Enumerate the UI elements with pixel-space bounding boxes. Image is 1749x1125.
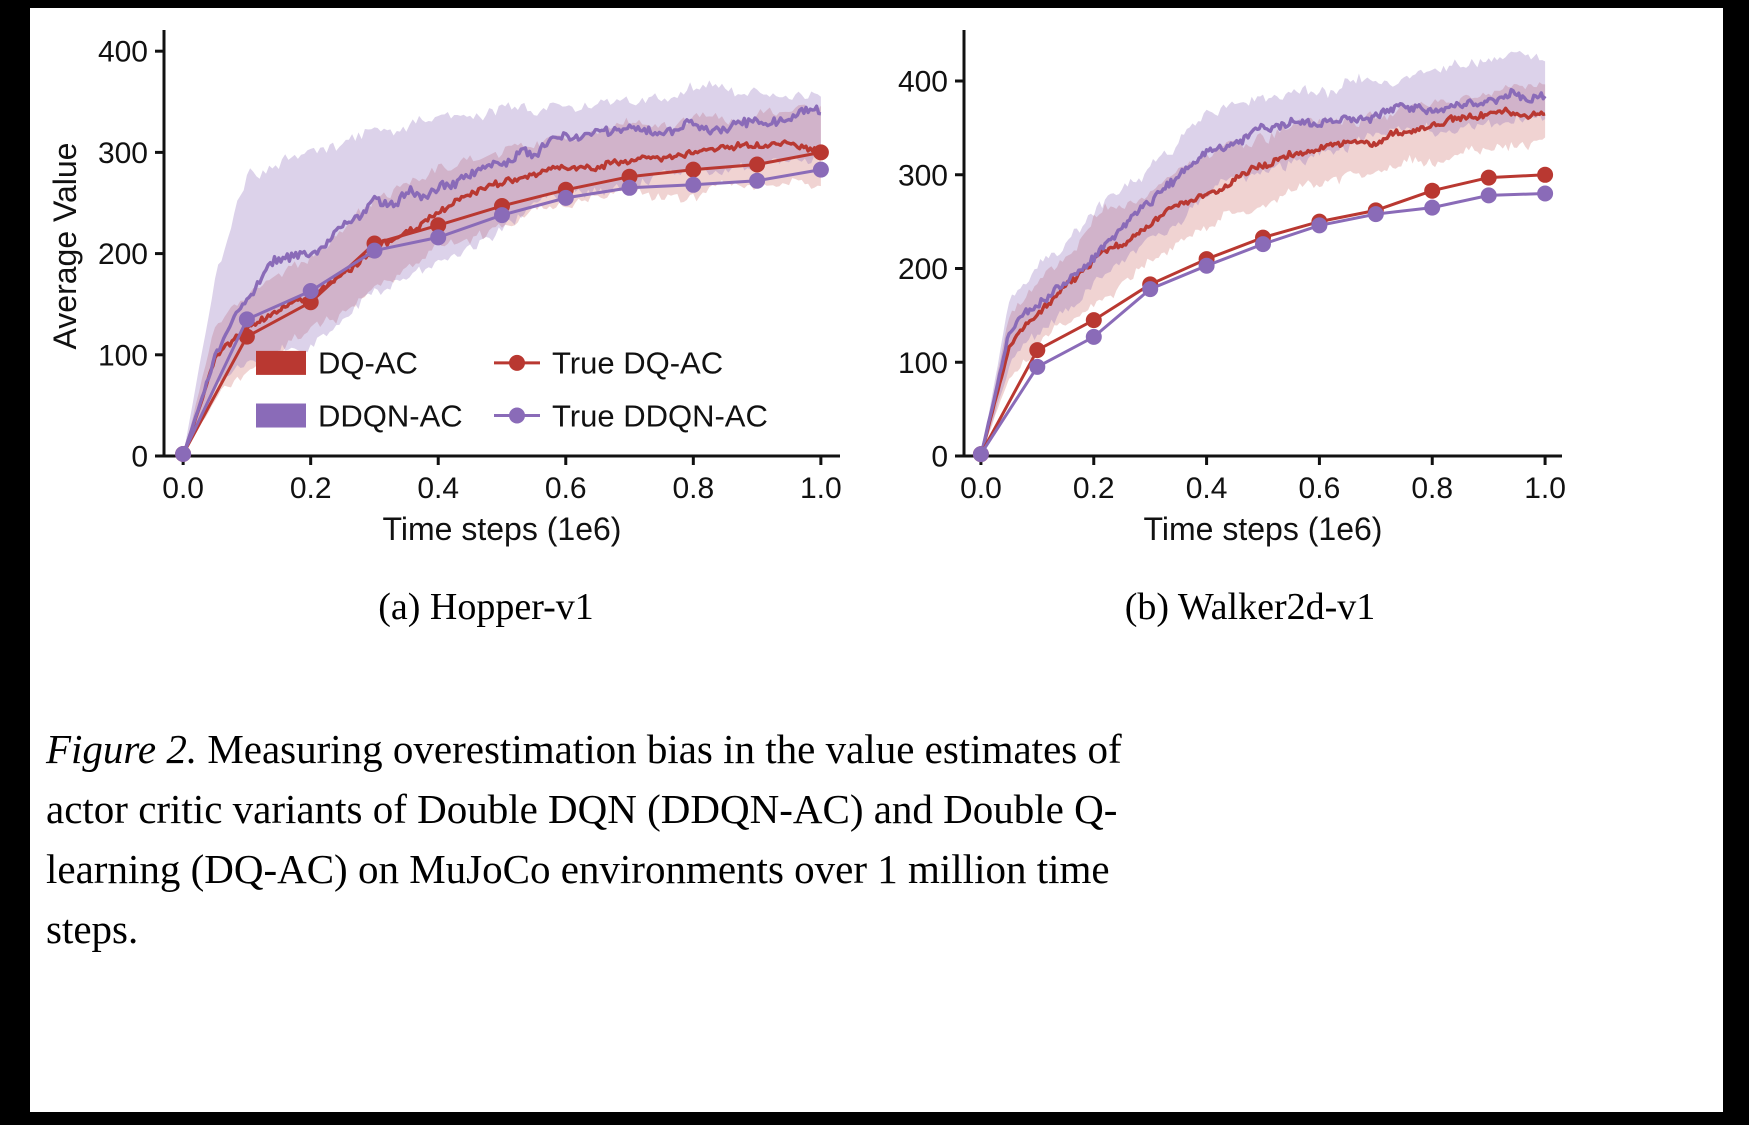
svg-text:DDQN-AC: DDQN-AC: [318, 398, 463, 433]
figure-caption: Figure 2. Measuring overestimation bias …: [46, 719, 1693, 959]
svg-text:Time steps (1e6): Time steps (1e6): [383, 511, 622, 547]
figure-caption-line2: actor critic variants of Double DQN (DDQ…: [46, 786, 1118, 832]
svg-text:1.0: 1.0: [800, 472, 842, 505]
svg-text:0.0: 0.0: [960, 472, 1002, 505]
hopper-subcaption: (a) Hopper-v1: [378, 586, 594, 628]
svg-text:400: 400: [898, 66, 948, 99]
svg-text:400: 400: [98, 36, 148, 69]
chart-figure-walker: 0 100 200 300 400 0.0 0.2 0.4 0.6 0.8 1.0 Time step…: [880, 18, 1580, 629]
figure-caption-label: Figure 2.: [46, 726, 198, 772]
svg-text:1.0: 1.0: [1524, 472, 1566, 505]
figure-caption-line4: steps.: [46, 906, 139, 952]
svg-text:0.8: 0.8: [1411, 472, 1453, 505]
svg-text:True DQ-AC: True DQ-AC: [552, 346, 723, 381]
svg-text:0.6: 0.6: [1299, 472, 1341, 505]
svg-text:0.6: 0.6: [545, 472, 587, 505]
svg-text:0.2: 0.2: [1073, 472, 1115, 505]
figure-page: 0 100 200 300 400 0.0 0.2 0.4 0.6 0.8 1.0 Time step…: [30, 8, 1723, 1112]
chart-figure-hopper: 0 100 200 300 400 0.0 0.2 0.4 0.6 0.8 1.0 Time step…: [46, 18, 856, 629]
svg-text:0.4: 0.4: [1186, 472, 1228, 505]
svg-text:300: 300: [98, 137, 148, 170]
svg-text:DQ-AC: DQ-AC: [318, 346, 418, 381]
svg-text:0.2: 0.2: [290, 472, 332, 505]
svg-text:Time steps (1e6): Time steps (1e6): [1144, 511, 1383, 547]
figure-caption-line1: Measuring overestimation bias in the val…: [197, 726, 1122, 772]
hopper-chart: 0 100 200 300 400 0.0 0.2 0.4 0.6 0.8 1.0 Time step…: [47, 30, 842, 547]
figure-caption-line3: learning (DQ-AC) on MuJoCo environments …: [46, 846, 1110, 892]
walker-subcaption: (b) Walker2d-v1: [1124, 586, 1376, 628]
svg-text:True DDQN-AC: True DDQN-AC: [552, 398, 768, 433]
svg-text:0.4: 0.4: [417, 472, 459, 505]
svg-text:200: 200: [98, 238, 148, 271]
svg-text:100: 100: [98, 339, 148, 372]
svg-text:0.0: 0.0: [162, 472, 204, 505]
svg-text:100: 100: [898, 347, 948, 380]
charts-row: 0 100 200 300 400 0.0 0.2 0.4 0.6 0.8 1.0 Time step…: [30, 8, 1723, 629]
svg-text:0: 0: [931, 441, 948, 474]
svg-text:0.8: 0.8: [672, 472, 714, 505]
svg-text:300: 300: [898, 159, 948, 192]
svg-text:Average Value: Average Value: [47, 143, 83, 350]
walker-chart: 0 100 200 300 400 0.0 0.2 0.4 0.6 0.8 1.0 Time step…: [898, 30, 1566, 547]
svg-text:0: 0: [131, 441, 148, 474]
svg-text:200: 200: [898, 253, 948, 286]
